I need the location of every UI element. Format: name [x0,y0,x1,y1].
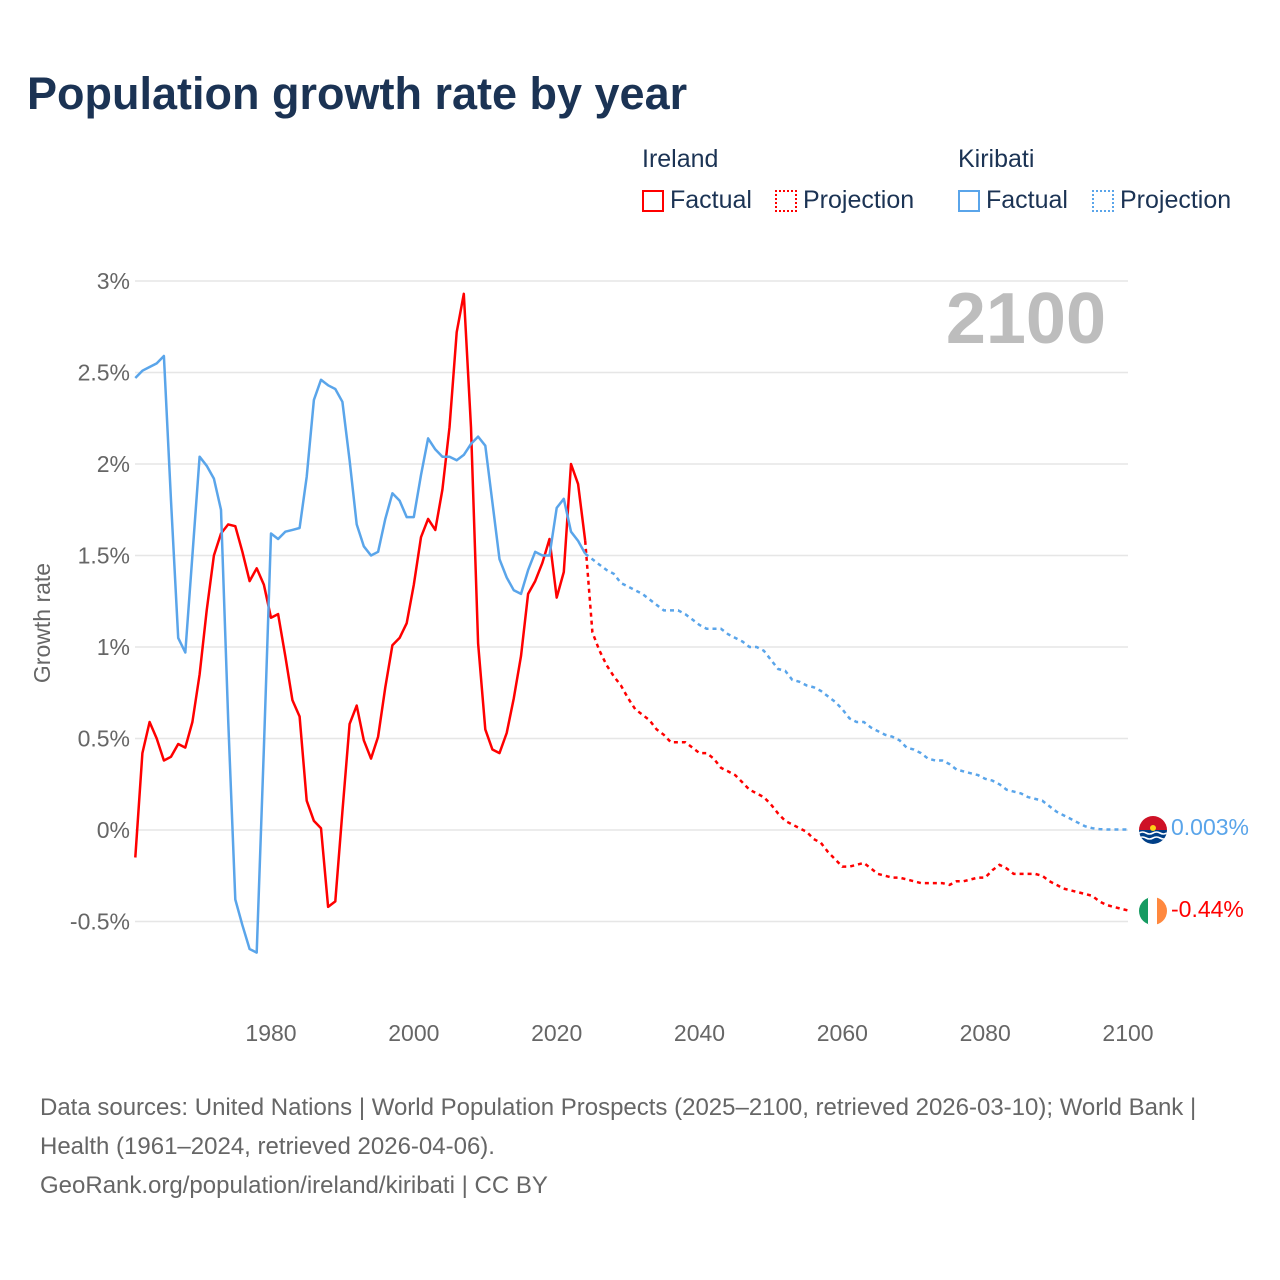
y-tick-label: 1.5% [78,543,130,569]
kiribati-projection-line [584,552,1128,831]
y-tick-label: 2% [97,451,130,477]
chart-title: Population growth rate by year [27,68,688,119]
x-tick-label: 1980 [245,1020,296,1046]
legend-ireland-projection[interactable]: Projection [775,186,914,215]
y-tick-label: 1% [97,634,130,660]
y-tick-label: 0.5% [78,726,130,752]
data-sources: Data sources: United Nations | World Pop… [40,1094,1197,1160]
legend-label: Projection [803,186,915,214]
y-axis-label: Growth rate [29,563,55,683]
y-tick-label: 3% [97,268,130,294]
legend-group-kiribati: Kiribati [958,145,1035,173]
x-tick-label: 2100 [1102,1020,1153,1046]
legend-kiribati-factual[interactable]: Factual [958,186,1068,215]
footer: Data sources: United Nations | World Pop… [40,1088,1240,1205]
kiribati-factual-line [134,354,587,954]
x-tick-label: 2020 [531,1020,582,1046]
ireland-projection-line [583,540,1129,912]
legend-kiribati-projection[interactable]: Projection [1092,186,1231,215]
x-tick-label: 2040 [674,1020,725,1046]
legend-label: Factual [986,186,1068,214]
y-tick-label: 2.5% [78,360,130,386]
year-overlay: 2100 [946,279,1106,359]
legend-swatch-solid-icon [958,189,980,212]
x-tick-label: 2000 [388,1020,439,1046]
y-tick-label: 0% [97,817,130,843]
legend-ireland-factual[interactable]: Factual [642,186,752,215]
ireland-end-label: -0.44% [1171,896,1244,922]
legend-swatch-dotted-icon [1092,189,1114,212]
ireland-flag-icon [1139,897,1167,925]
kiribati-end-label: 0.003% [1171,814,1249,840]
y-tick-label: -0.5% [70,909,130,935]
legend-group-ireland: Ireland [642,145,719,173]
ireland-factual-line [134,292,587,909]
x-tick-label: 2060 [817,1020,868,1046]
legend-label: Factual [670,186,752,214]
legend-swatch-dotted-icon [775,189,797,212]
kiribati-flag-icon [1139,816,1167,844]
x-tick-label: 2080 [960,1020,1011,1046]
legend-label: Projection [1120,186,1232,214]
attribution-link[interactable]: GeoRank.org/population/ireland/kiribati … [40,1172,548,1199]
legend-swatch-solid-icon [642,189,664,212]
